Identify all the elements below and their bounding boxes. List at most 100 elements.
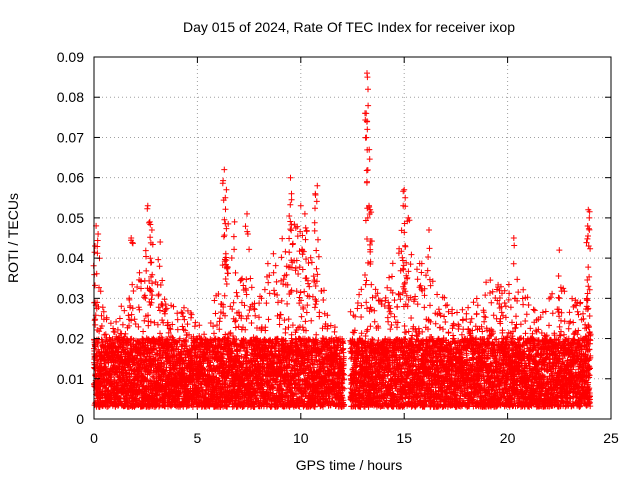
data-point [298,313,305,320]
data-point [138,278,145,285]
data-point [98,312,105,319]
data-point [98,323,105,329]
data-point [358,286,365,293]
data-point [265,316,272,323]
data-point [103,316,110,323]
data-point [279,235,286,242]
data-point [302,224,309,231]
data-point [246,307,253,314]
data-point [308,259,315,266]
data-point [363,299,370,306]
data-point [181,316,188,323]
data-point [129,305,136,312]
data-point [313,298,320,305]
data-point [110,362,117,369]
data-point [122,330,129,337]
data-point [354,305,361,312]
chart-title: Day 015 of 2024, Rate Of TEC Index for r… [183,19,515,35]
data-point [125,312,132,319]
data-point [324,312,331,319]
data-point [126,295,133,302]
data-point [302,318,309,325]
data-point [272,262,279,269]
data-point [287,218,294,225]
data-point [132,321,139,327]
data-point [289,240,296,247]
data-point [232,324,239,331]
data-point [261,286,268,293]
grid-lines [94,57,611,419]
data-points [90,70,594,410]
data-point [136,269,143,276]
data-point [248,320,255,326]
data-point [293,288,300,295]
data-point [110,340,117,347]
data-point [308,317,315,324]
data-point [362,281,369,288]
data-point [287,226,294,233]
data-point [243,276,250,283]
data-point [321,310,328,317]
data-point [114,326,121,333]
data-point [196,322,203,329]
data-point [248,284,255,291]
data-point [303,309,310,316]
data-point [316,309,323,316]
data-point [142,295,149,302]
data-point [363,277,370,284]
data-point [358,314,365,320]
data-point [126,322,132,329]
data-point [271,287,277,294]
data-point [296,294,303,301]
data-point [121,307,128,314]
data-point [141,317,148,324]
data-point [235,323,242,330]
data-point [110,325,117,332]
data-point [212,310,219,317]
data-point [362,333,369,339]
data-point [230,299,237,306]
data-point [192,319,199,326]
data-point [134,284,141,290]
data-point [247,275,254,282]
data-point [138,370,145,377]
data-point [113,318,120,325]
data-point [275,299,281,306]
data-point [311,304,318,311]
data-point [305,280,312,287]
data-point [174,316,181,323]
data-point [188,314,194,321]
data-point [320,297,327,303]
data-point [128,311,135,318]
data-point [140,328,147,335]
data-point [222,276,229,282]
data-point [98,336,105,343]
data-point [273,278,280,285]
data-point [356,291,363,298]
data-point [245,312,252,319]
data-point [174,310,181,317]
data-point [174,326,181,333]
data-point [118,303,125,310]
data-point [313,331,320,338]
data-point [307,254,314,261]
data-point [136,306,143,313]
data-point [119,321,126,328]
data-point [264,260,271,267]
data-point [252,312,259,319]
data-point [111,329,118,336]
data-point [286,235,293,242]
data-point [312,301,319,308]
data-point [263,300,270,307]
data-point [266,290,273,297]
data-point [129,281,136,288]
data-point [157,307,163,314]
data-point [270,250,277,257]
data-point [278,254,285,261]
data-point [285,316,292,323]
data-point [97,288,104,295]
data-point [116,315,123,322]
data-point [107,320,114,327]
data-point [135,323,142,330]
